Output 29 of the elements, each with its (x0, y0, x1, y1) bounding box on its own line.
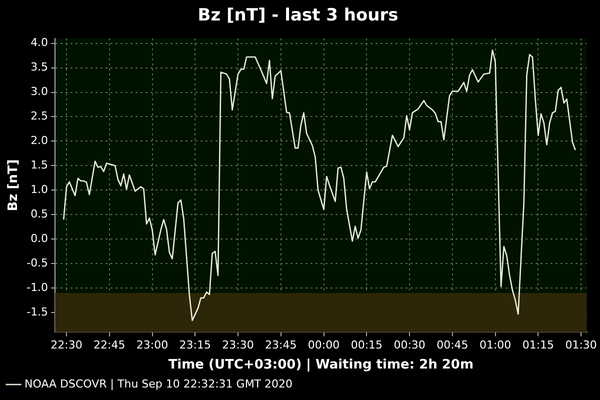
x-tick-label: 22:45 (94, 338, 126, 352)
y-tick-label: 0.0 (30, 232, 48, 246)
y-tick-label: -1.0 (26, 280, 48, 294)
x-tick-label: 01:00 (479, 338, 512, 352)
x-tick-label: 22:30 (50, 338, 82, 352)
y-tick-label: 3.5 (30, 60, 48, 74)
x-axis-title: Time (UTC+03:00) | Waiting time: 2h 20m (168, 358, 474, 373)
x-tick-label: 23:00 (136, 338, 168, 352)
y-tick-label: -0.5 (26, 256, 48, 270)
y-tick-label: 2.0 (30, 134, 48, 148)
x-tick-label: 00:30 (394, 338, 426, 352)
x-tick-label: 23:45 (265, 338, 297, 352)
y-tick-label: 2.5 (30, 110, 48, 123)
y-tick-label: 1.0 (30, 183, 48, 196)
y-axis-title: Bz [nT] (6, 159, 22, 212)
x-tick-label: 00:15 (350, 338, 383, 352)
x-tick-label: 00:45 (436, 338, 468, 352)
x-tick-label: 01:15 (522, 338, 554, 352)
y-tick-label: 1.5 (30, 158, 48, 172)
y-tick-label: 0.5 (30, 208, 48, 221)
x-tick-label: 00:00 (308, 338, 340, 352)
x-tick-label: 23:15 (179, 338, 211, 352)
y-tick-label: 3.0 (30, 85, 48, 98)
x-tick-label: 01:30 (565, 338, 597, 352)
y-tick-label: 4.0 (30, 36, 48, 50)
chart-title: Bz [nT] - last 3 hours (198, 6, 398, 26)
legend-label: NOAA DSCOVR | Thu Sep 10 22:32:31 GMT 2020 (24, 377, 293, 390)
x-tick-label: 23:30 (222, 338, 254, 352)
y-tick-label: -1.5 (26, 305, 48, 318)
